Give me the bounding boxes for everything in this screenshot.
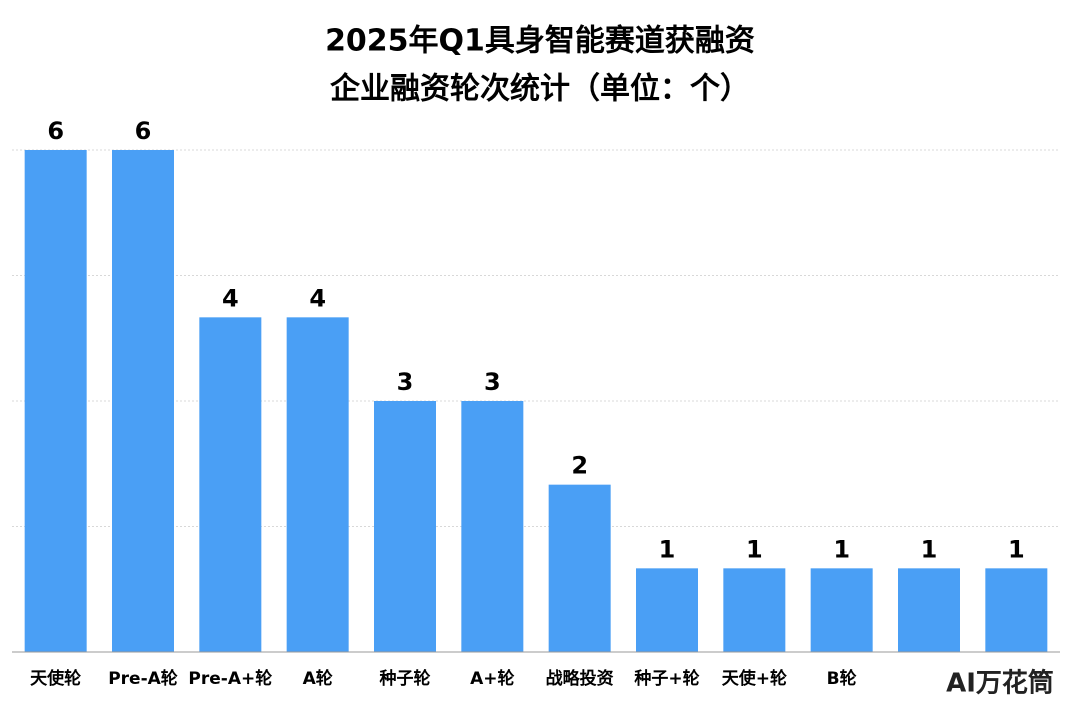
bar (112, 150, 174, 652)
value-label: 4 (222, 284, 239, 312)
value-label: 3 (397, 368, 414, 396)
bar (374, 401, 436, 652)
bar (199, 317, 262, 652)
x-tick-label: B轮 (827, 668, 857, 689)
x-tick-label: A+轮 (470, 668, 514, 689)
bar (985, 568, 1048, 652)
value-label: 1 (746, 535, 763, 563)
x-tick-label: Pre-A+轮 (188, 668, 272, 689)
value-label: 3 (484, 368, 501, 396)
logo: AI万花筒 (946, 668, 1054, 699)
bar (24, 150, 87, 652)
value-label: 6 (47, 117, 64, 145)
bar (723, 568, 786, 652)
value-label: 1 (659, 535, 676, 563)
bar (548, 484, 611, 652)
value-label: 2 (571, 452, 588, 480)
value-label: 4 (309, 284, 326, 312)
value-label: 1 (921, 535, 938, 563)
value-label: 1 (1008, 535, 1025, 563)
x-tick-label: 种子+轮 (633, 668, 699, 689)
x-tick-label: 天使+轮 (722, 668, 787, 689)
bar (461, 401, 524, 652)
x-tick-label: 天使轮 (30, 668, 81, 689)
chart-title: 2025年Q1具身智能赛道获融资 (325, 24, 755, 59)
bar (898, 568, 960, 652)
x-tick-label: Pre-A轮 (108, 668, 178, 689)
x-tick-label: 种子轮 (379, 668, 431, 689)
x-tick-label: A轮 (303, 668, 333, 689)
value-label: 1 (833, 535, 850, 563)
bar (636, 568, 698, 652)
x-tick-label: 战略投资 (546, 668, 614, 689)
value-label: 6 (135, 117, 152, 145)
bar (286, 317, 349, 652)
chart-title: 企业融资轮次统计（单位：个） (330, 72, 750, 107)
bar (810, 568, 873, 652)
